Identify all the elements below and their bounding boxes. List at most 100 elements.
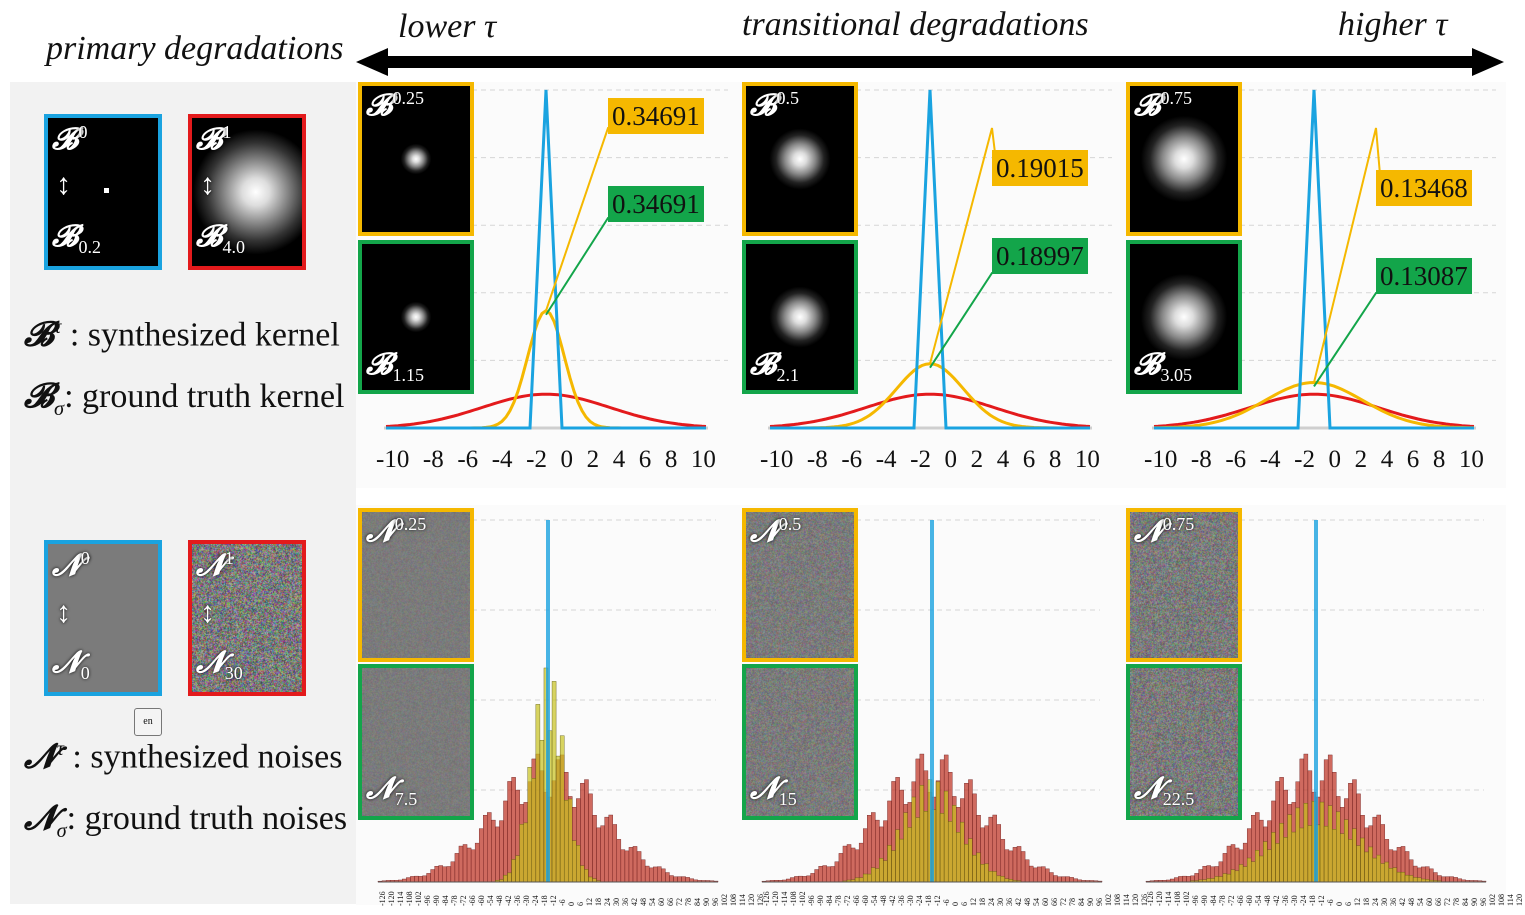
x-tick-label: 8 xyxy=(1048,446,1062,473)
x-tick-label: 6 xyxy=(1022,446,1036,473)
callout-gt-value: 0.34691 xyxy=(608,186,704,222)
series-red-line xyxy=(1153,392,1475,428)
gt-noise-thumb: 𝓝15 xyxy=(742,664,858,820)
synth-kernel-thumb: 𝓑0.75 xyxy=(1126,82,1242,236)
noise-texture xyxy=(1130,668,1238,816)
noise-texture xyxy=(362,512,470,658)
hist-bar-yellow xyxy=(1255,850,1260,883)
x-tick-label: -30 xyxy=(1290,895,1299,906)
hist-bar-yellow xyxy=(1271,832,1276,883)
hist-bar-yellow xyxy=(1267,849,1272,883)
hist-bar-red xyxy=(1178,876,1183,883)
x-tick-label: -120 xyxy=(1155,891,1164,906)
legend-noise-synth: 𝓝τ : synthesized noises xyxy=(24,738,343,776)
hist-bar-yellow xyxy=(1222,873,1228,883)
synth-noise-thumb: 𝓝0.25 xyxy=(358,508,474,662)
x-tick-label: 4 xyxy=(612,446,626,473)
language-icon[interactable]: en xyxy=(134,708,162,736)
synth-noise-thumb: 𝓝0.75 xyxy=(1126,508,1242,662)
x-tick-label: -24 xyxy=(1299,895,1308,906)
hist-bar-red xyxy=(1441,876,1446,883)
series-red-line xyxy=(385,392,707,428)
callout-gt-value: 0.18997 xyxy=(992,238,1088,274)
updown-arrow-icon: ↕ xyxy=(200,168,215,201)
synth-kernel-thumb: 𝓑0.25 xyxy=(358,82,474,236)
hist-bar-yellow xyxy=(1392,867,1398,883)
x-tick-label: 10 xyxy=(1458,446,1484,473)
hist-bar-red xyxy=(1174,877,1179,883)
kernel-label: 𝓑0.5 xyxy=(750,88,799,122)
updown-arrow-icon: ↕ xyxy=(56,596,71,629)
x-tick-label: 30 xyxy=(1380,898,1389,906)
kernel-label-top: 𝓑0 xyxy=(52,122,88,156)
hist-bar-yellow xyxy=(1356,845,1361,883)
double-arrow-icon xyxy=(356,48,1504,76)
updown-arrow-icon: ↕ xyxy=(200,596,215,629)
hist-bar-yellow xyxy=(1416,877,1422,883)
x-tick-label: -4 xyxy=(491,446,513,473)
x-tick-label: -6 xyxy=(1225,446,1247,473)
hist-bar-yellow xyxy=(1303,803,1309,883)
x-tick-label: -10 xyxy=(376,446,410,473)
x-tick-label: -18 xyxy=(1308,895,1317,906)
gt-kernel-thumb: 𝓑1.15 xyxy=(358,240,474,394)
gt-noise-thumb: 𝓝22.5 xyxy=(1126,664,1242,820)
x-tick-label: 12 xyxy=(1353,898,1362,906)
hist-bar-yellow xyxy=(1218,876,1224,883)
x-tick-label: 78 xyxy=(1452,898,1461,906)
x-tick-label: 0 xyxy=(560,446,574,473)
x-tick-label: 66 xyxy=(1434,898,1443,906)
hist-bar-yellow xyxy=(1340,833,1345,883)
x-tick-label: -6 xyxy=(841,446,863,473)
noise-label-bottom: 𝓝0 xyxy=(52,646,90,683)
noise-label: 𝓝22.5 xyxy=(1134,772,1195,809)
x-tick-label: 90 xyxy=(1470,898,1479,906)
gt-kernel-thumb: 𝓑3.05 xyxy=(1126,240,1242,394)
hist-bar-red xyxy=(1445,876,1450,883)
primary-kernel-max: 𝓑1 ↕ 𝓑4.0 xyxy=(188,114,306,270)
x-tick-label: 2 xyxy=(1354,446,1368,473)
kernel-label-bottom: 𝓑4.0 xyxy=(196,220,245,257)
noise-label-top: 𝓝1 xyxy=(196,548,234,582)
kernel-label: 𝓑2.1 xyxy=(750,348,799,385)
gt-noise-thumb: 𝓝7.5 xyxy=(358,664,474,820)
hist-bar-yellow xyxy=(1242,866,1248,883)
noise-label: 𝓝0.75 xyxy=(1134,514,1195,548)
hist-bar-blue xyxy=(930,520,934,882)
hist-bar-yellow xyxy=(1275,843,1280,883)
noise-texture xyxy=(362,668,470,816)
noise-label: 𝓝15 xyxy=(750,772,797,809)
x-tick-label: 42 xyxy=(1398,898,1407,906)
x-tick-label: -6 xyxy=(1326,899,1335,906)
hist-bar-yellow xyxy=(1388,868,1394,883)
x-tick-label: 8 xyxy=(1432,446,1446,473)
hist-bar-yellow xyxy=(1404,874,1410,883)
noise-texture xyxy=(746,668,854,816)
x-tick-label: 102 xyxy=(1488,894,1497,906)
hist-bar-yellow xyxy=(1331,829,1337,883)
hist-bar-yellow xyxy=(1384,861,1390,883)
noise-label: 𝓝7.5 xyxy=(366,772,418,809)
hist-bar-yellow xyxy=(1360,837,1365,883)
x-tick-label: -108 xyxy=(1173,891,1182,906)
x-tick-labels: -126 -120 -114 -108 -102 -96 -90 -84 -78 -72 -66 -6… xyxy=(1146,884,1525,906)
hist-bar-yellow xyxy=(1364,851,1369,883)
x-tick-label: -72 xyxy=(1227,895,1236,906)
noise-texture xyxy=(1130,512,1238,658)
x-tick-label: -2 xyxy=(526,446,547,473)
x-tick-label: 120 xyxy=(1515,894,1524,906)
x-tick-label: -10 xyxy=(760,446,794,473)
series-yellow-line xyxy=(1153,380,1475,430)
x-tick-label: 6 xyxy=(1406,446,1420,473)
x-tick-labels: -10 -8 -6 -4 -2 0 2 4 6 8 10 xyxy=(1144,446,1484,474)
kernel-label: 𝓑0.25 xyxy=(366,88,424,122)
series-blue-line xyxy=(770,89,1090,430)
hist-bar-yellow xyxy=(1291,831,1296,883)
x-tick-label: -8 xyxy=(422,446,444,473)
kernel-label-top: 𝓑1 xyxy=(196,122,232,156)
callout-synth-value: 0.13468 xyxy=(1376,170,1472,206)
x-tick-label: 4 xyxy=(996,446,1010,473)
synth-noise-thumb: 𝓝0.5 xyxy=(742,508,858,662)
